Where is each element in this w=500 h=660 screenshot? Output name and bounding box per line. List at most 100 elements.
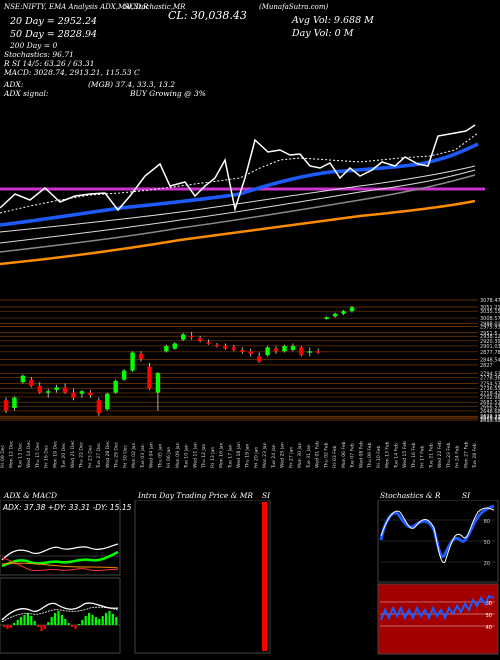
macd-hist-bar <box>3 625 6 627</box>
ema-dotted-line <box>0 132 479 214</box>
date-tick-label: Thu 05 Jan <box>157 443 163 469</box>
macd-hist-bar <box>67 623 70 625</box>
candle-body <box>273 348 279 352</box>
date-tick-label: Mon 13 Feb <box>385 441 391 468</box>
date-tick-label: Thu 15 Dec <box>35 441 41 469</box>
macd-hist-bar <box>33 621 36 625</box>
ema-orange-line <box>0 199 476 266</box>
macd-hist-bar <box>81 620 84 625</box>
candle-body <box>164 346 169 352</box>
lower-panels: ADX: 37.38 +DY: 33.31 -DY: 15.15 80 50 2… <box>0 500 499 655</box>
rsi-level-60: 60 <box>486 601 492 607</box>
price-tick-label: 2794.53 <box>480 371 500 377</box>
date-tick-label: Mon 27 Feb <box>463 441 469 468</box>
macd-hist-bar <box>30 616 33 625</box>
macd-hist-bar <box>88 613 91 625</box>
macd-hist-bar <box>26 613 29 625</box>
date-tick-label: Wed 25 Jan <box>280 442 286 468</box>
date-tick-label: Wed 08 Feb <box>358 441 364 468</box>
price-tick-label: 2938.12 <box>480 334 500 340</box>
candle-body <box>62 387 68 393</box>
candle-body <box>79 391 85 394</box>
price-tick-label: 2901.03 <box>480 344 500 350</box>
date-tick-label: Wed 01 Feb <box>315 441 321 468</box>
adx-orange-line <box>1 562 119 569</box>
candle-body <box>147 366 152 389</box>
adx-line <box>1 543 119 561</box>
candle-body <box>332 313 338 317</box>
date-tick-label: Tue 07 Feb <box>350 443 356 469</box>
macd-hist-bar <box>101 616 104 625</box>
date-tick-label: Tue 27 Dec <box>96 442 102 469</box>
adx-signal-value: BUY Growing @ 3% <box>130 89 206 98</box>
date-tick-label: Wed 18 Jan <box>236 442 242 468</box>
date-tick-label: Mon 16 Jan <box>219 442 225 468</box>
candle-body <box>181 334 186 340</box>
candle-body <box>231 347 237 350</box>
date-tick-label: Tue 31 Jan <box>306 444 312 469</box>
macd-hist-bar <box>108 611 111 625</box>
candle-body <box>155 373 161 393</box>
date-tick-label: Thu 19 Jan <box>245 443 251 469</box>
macd-hist-bar <box>115 617 118 625</box>
date-tick-label: Fri 03 Feb <box>332 446 338 468</box>
stochastics-label: Stochastics: 96.71 <box>4 50 74 59</box>
macd-hist-bar <box>23 615 26 625</box>
price-axis: 3078.473051.213035.153008.572988.012975.… <box>480 298 500 424</box>
date-tick-label: Fri 09 Dec <box>0 444 6 468</box>
macd-hist-bar <box>54 613 57 625</box>
date-tick-label: Tue 14 Feb <box>393 443 399 469</box>
macd-panel <box>0 577 121 654</box>
price-tick-label: 2628.23 <box>480 414 500 420</box>
date-tick-label: Fri 27 Jan <box>288 447 294 468</box>
candle-body <box>29 379 34 387</box>
stoch-title: Stochastics & R <box>380 491 441 500</box>
candle-body <box>138 353 144 359</box>
date-tick-label: Wed 28 Dec <box>105 440 111 468</box>
plus-di-line <box>1 550 119 568</box>
ema-20-label: 20 Day = 2952.24 <box>10 16 98 27</box>
date-tick-label: Thu 22 Dec <box>79 441 85 469</box>
stochastics-panel: 80 50 20 <box>377 500 499 583</box>
macd-hist-bar <box>98 619 101 625</box>
macd-hist-bar <box>94 617 97 625</box>
macd-label: MACD: 3028.74, 2913.21, 115.53 C <box>4 68 140 77</box>
date-tick-label: Wed 11 Jan <box>192 442 198 468</box>
candle-body <box>316 351 321 353</box>
date-tick-label: Mon 09 Jan <box>175 442 181 468</box>
munafa-label: (MunafaSutra.com) <box>259 3 329 11</box>
candle-body <box>113 380 118 393</box>
candle-body <box>299 347 304 356</box>
date-tick-label: Thu 23 Feb <box>446 442 452 469</box>
candle-body <box>256 356 262 362</box>
price-tick-label: 2975.93 <box>480 324 500 330</box>
macd-hist-bar <box>16 620 19 625</box>
date-tick-label: Wed 21 Dec <box>70 440 76 468</box>
date-axis: Fri 09 Dec Mon 12 Dec Tue 13 Dec Wed 14 Dec… <box>0 440 478 469</box>
macd-hist-bar <box>13 623 16 625</box>
avg-volume-label: Avg Vol: 9.688 M <box>292 15 374 26</box>
macd-hist-bar <box>84 616 87 625</box>
day-volume-label: Day Vol: 0 M <box>292 28 354 39</box>
candle-body <box>20 375 26 383</box>
date-tick-label: Mon 23 Jan <box>262 442 268 468</box>
price-tick-label: 2666.57 <box>480 404 500 410</box>
price-tick-label: 2951.5 <box>480 331 498 337</box>
macd-hist-bar <box>74 625 77 629</box>
date-tick-label: Tue 21 Feb <box>428 443 434 469</box>
candle-body <box>45 391 51 393</box>
macd-signal-line <box>1 606 119 623</box>
price-tick-label: 2736.55 <box>480 386 500 392</box>
price-tick-label: 3078.47 <box>480 298 500 304</box>
date-tick-label: Fri 30 Dec <box>122 444 128 468</box>
date-tick-label: Wed 14 Dec <box>26 440 32 468</box>
candle-body <box>121 370 127 380</box>
price-grid <box>0 299 478 421</box>
adx-label: ADX: <box>4 80 24 89</box>
candle-body <box>214 344 220 347</box>
intraday-rsi-bar <box>262 502 267 651</box>
date-tick-label: Fri 06 Jan <box>166 447 172 468</box>
intraday-panel <box>134 500 271 654</box>
ema-50-label: 50 Day = 2828.94 <box>10 29 98 40</box>
macd-hist-bar <box>111 614 114 625</box>
